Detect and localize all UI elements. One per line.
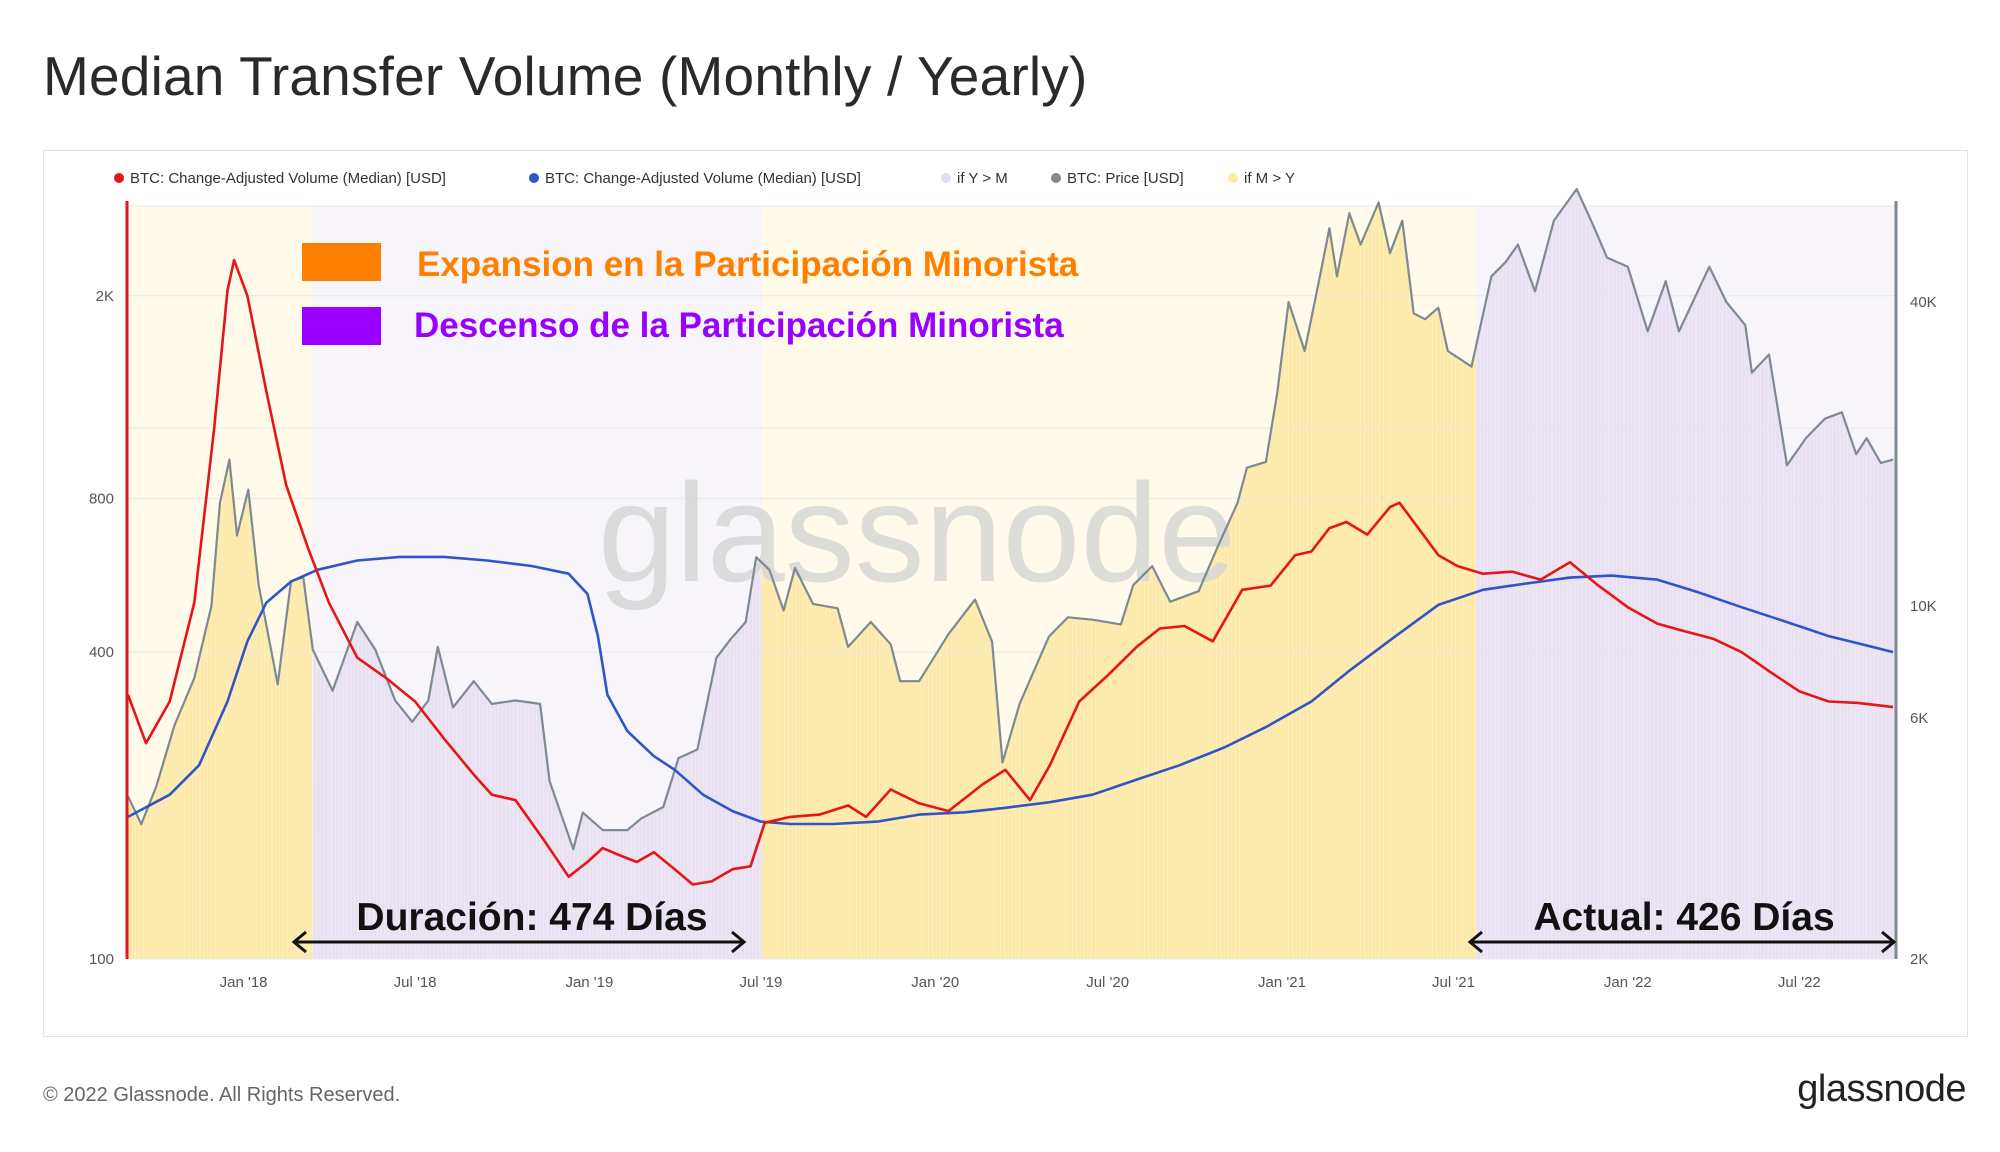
- region-stripes-2: [761, 206, 1475, 959]
- legend-marker-2: [941, 173, 951, 183]
- x-tick-6: Jan '21: [1258, 974, 1306, 991]
- y-right-tick-0: 2K: [1910, 951, 1928, 968]
- actual-label: Actual: 426 Días: [1533, 896, 1834, 939]
- x-tick-2: Jan '19: [565, 974, 613, 991]
- legend-marker-4: [1228, 173, 1238, 183]
- glassnode-logo: glassnode: [1797, 1068, 1966, 1110]
- x-tick-1: Jul '18: [394, 974, 437, 991]
- legend-label-1[interactable]: BTC: Change-Adjusted Volume (Median) [US…: [545, 170, 861, 187]
- watermark: glassnode: [598, 454, 1236, 611]
- descent-swatch: [302, 307, 381, 345]
- region-area-2: [761, 204, 1477, 959]
- y-left-tick-3: 2K: [96, 288, 114, 305]
- region-area-3: [1476, 189, 1895, 959]
- x-tick-9: Jul '22: [1778, 974, 1821, 991]
- legend-marker-0: [114, 173, 124, 183]
- region-stripes-1: [312, 557, 761, 959]
- x-tick-3: Jul '19: [739, 974, 782, 991]
- region-area-0: [128, 464, 313, 959]
- y-left-tick-2: 800: [89, 491, 114, 508]
- series-layer: [126, 187, 1894, 886]
- axes-layer: 100 400 800 2K 2K 6K 10K 40K Jan '18 Jul '18 Jan '…: [89, 201, 1937, 991]
- series-line-2: [127, 187, 1894, 851]
- series-line-0: [126, 258, 1894, 886]
- x-tick-4: Jan '20: [911, 974, 959, 991]
- copyright: © 2022 Glassnode. All Rights Reserved.: [43, 1084, 401, 1106]
- legend-marker-1: [529, 173, 539, 183]
- x-tick-7: Jul '21: [1432, 974, 1475, 991]
- chart-container: glassnode 100 400 800 2K 2K 6K 10K 40K Jan '18 Ju…: [43, 150, 1968, 1037]
- actual-arrow: [1467, 930, 1897, 954]
- bar-layer: [127, 189, 1895, 959]
- y-left-tick-0: 100: [89, 951, 114, 968]
- duration-arrow: [291, 930, 747, 954]
- page-title: Median Transfer Volume (Monthly / Yearly…: [43, 45, 1088, 107]
- duration-label: Duración: 474 Días: [356, 896, 707, 939]
- legend-marker-3: [1051, 173, 1061, 183]
- series-line-1: [127, 555, 1894, 826]
- legend-label-0[interactable]: BTC: Change-Adjusted Volume (Median) [US…: [130, 170, 446, 187]
- x-tick-8: Jan '22: [1604, 974, 1652, 991]
- y-right-tick-2: 10K: [1910, 598, 1937, 615]
- y-right-tick-1: 6K: [1910, 710, 1928, 727]
- y-right-tick-3: 40K: [1910, 294, 1937, 311]
- legend-label-2[interactable]: if Y > M: [957, 170, 1008, 187]
- x-tick-0: Jan '18: [220, 974, 268, 991]
- descent-label: Descenso de la Participación Minorista: [414, 306, 1064, 345]
- legend-label-4[interactable]: if M > Y: [1244, 170, 1295, 187]
- y-left-tick-1: 400: [89, 644, 114, 661]
- expansion-swatch: [302, 243, 381, 281]
- expansion-label: Expansion en la Participación Minorista: [417, 245, 1079, 284]
- grid-layer: [128, 205, 1895, 960]
- region-area-1: [312, 557, 762, 959]
- chart-svg: glassnode 100 400 800 2K 2K 6K 10K 40K Jan '18 Ju…: [89, 170, 1937, 991]
- legend-label-3[interactable]: BTC: Price [USD]: [1067, 170, 1184, 187]
- legend: BTC: Change-Adjusted Volume (Median) [US…: [114, 170, 1295, 187]
- x-tick-5: Jul '20: [1086, 974, 1129, 991]
